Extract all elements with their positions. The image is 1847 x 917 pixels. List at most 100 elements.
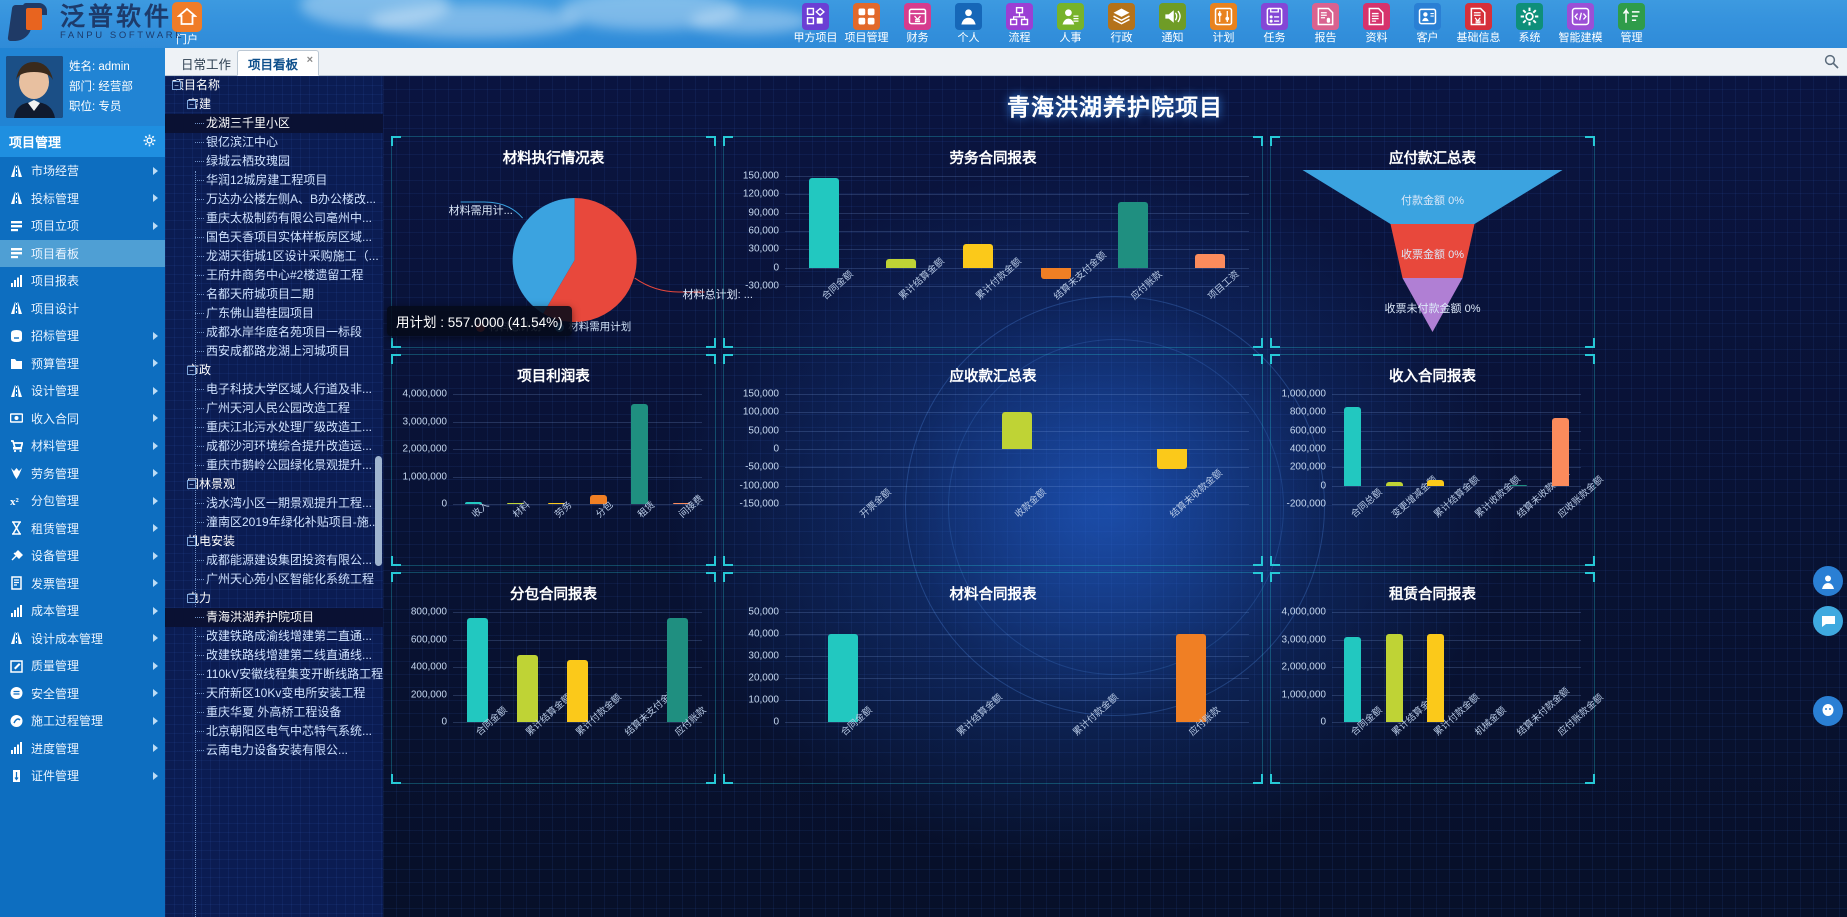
nav-item-8[interactable]: 通知 — [1147, 1, 1198, 45]
tree-item[interactable]: 广东佛山碧桂园项目 — [165, 304, 383, 323]
tree-item[interactable]: 广州天河人民公园改造工程 — [165, 399, 383, 418]
project-tree-panel[interactable]: − 项目名称 − 房建 龙湖三千里小区 银亿滨江中心 绿城云栖玫瑰园 华润12城房建工程项目万… — [165, 76, 383, 917]
gear-icon[interactable] — [143, 134, 156, 150]
portal-button[interactable]: 门户 — [165, 2, 209, 47]
sidebar-item-1[interactable]: 市场经营 — [0, 157, 165, 185]
sidebar-item-15[interactable]: 设备管理 — [0, 542, 165, 570]
sidebar-item-2[interactable]: 投标管理 — [0, 185, 165, 213]
tree-item[interactable]: 重庆太极制药有限公司亳州中... — [165, 209, 383, 228]
sidebar-item-5[interactable]: 项目报表 — [0, 267, 165, 295]
pie-slice-2[interactable] — [512, 198, 575, 314]
tree-item[interactable]: 改建铁路线增建第二线直通线... — [165, 646, 383, 665]
app-logo[interactable]: 泛普软件 FANPU SOFTWARE — [7, 3, 184, 43]
tree-item[interactable]: 浅水湾小区一期景观提升工程... — [165, 494, 383, 513]
tree-item[interactable]: 西安成都路龙湖上河城项目 — [165, 342, 383, 361]
fab-chat-icon[interactable] — [1813, 606, 1843, 636]
tree-group[interactable]: − 市政 — [165, 361, 383, 380]
funnel-stage-2[interactable] — [1390, 224, 1475, 278]
sidebar-item-17[interactable]: 成本管理 — [0, 597, 165, 625]
nav-item-1[interactable]: 甲方项目 — [790, 1, 841, 45]
collapse-toggle-icon[interactable]: − — [172, 81, 181, 90]
tree-item[interactable]: 万达办公楼左侧A、B办公楼改... — [165, 190, 383, 209]
tree-group[interactable]: − 机电安装 — [165, 532, 383, 551]
sidebar-item-16[interactable]: 发票管理 — [0, 570, 165, 598]
sidebar-item-10[interactable]: 收入合同 — [0, 405, 165, 433]
nav-item-4[interactable]: 个人 — [943, 1, 994, 45]
sidebar-item-13[interactable]: x² 分包管理 — [0, 487, 165, 515]
tree-item[interactable]: 改建铁路成渝线增建第二直通... — [165, 627, 383, 646]
tree-item[interactable]: 名都天府城项目二期 — [165, 285, 383, 304]
funnel-stage-3[interactable] — [1402, 278, 1463, 332]
sidebar-item-20[interactable]: 安全管理 — [0, 680, 165, 708]
tree-item[interactable]: 重庆市鹅岭公园绿化景观提升... — [165, 456, 383, 475]
tree-item[interactable]: 成都水岸华庭名苑项目一标段 — [165, 323, 383, 342]
nav-item-15[interactable]: 系统 — [1504, 1, 1555, 45]
sidebar-item-14[interactable]: 租赁管理 — [0, 515, 165, 543]
tree-group[interactable]: − 园林景观 — [165, 475, 383, 494]
tree-item[interactable]: 银亿滨江中心 — [165, 133, 383, 152]
tab-project-board[interactable]: 项目看板 × — [237, 50, 320, 76]
tree-item[interactable]: 天府新区10Kv变电所安装工程 — [165, 684, 383, 703]
nav-item-5[interactable]: 流程 — [994, 1, 1045, 45]
nav-item-11[interactable]: 报告 — [1300, 1, 1351, 45]
tree-item[interactable]: 龙湖三千里小区 — [165, 114, 383, 133]
fab-person-icon[interactable] — [1813, 566, 1843, 596]
nav-item-6[interactable]: 人事 — [1045, 1, 1096, 45]
tree-item[interactable]: 重庆江北污水处理厂级改造工... — [165, 418, 383, 437]
tree-item[interactable]: 龙湖天街城1区设计采购施工（... — [165, 247, 383, 266]
nav-item-2[interactable]: 项目管理 — [841, 1, 892, 45]
sidebar-item-3[interactable]: 项目立项 — [0, 212, 165, 240]
tree-item[interactable]: 电子科技大学区域人行道及非... — [165, 380, 383, 399]
tree-group[interactable]: − 电力 — [165, 589, 383, 608]
tree-item[interactable]: 广州天心苑小区智能化系统工程 — [165, 570, 383, 589]
nav-item-10[interactable]: 任务 — [1249, 1, 1300, 45]
sidebar-item-11[interactable]: 材料管理 — [0, 432, 165, 460]
tab-daily-work[interactable]: 日常工作 — [171, 50, 241, 76]
sidebar-item-21[interactable]: 施工过程管理 — [0, 707, 165, 735]
nav-item-14[interactable]: 基础信息 — [1453, 1, 1504, 45]
tree-item[interactable]: 绿城云栖玫瑰园 — [165, 152, 383, 171]
funnel-stage-1[interactable] — [1302, 170, 1563, 224]
tree-group[interactable]: − 项目名称 — [165, 76, 383, 95]
sidebar-item-6[interactable]: 项目设计 — [0, 295, 165, 323]
tree-item[interactable]: 云南电力设备安装有限公... — [165, 741, 383, 760]
nav-item-7[interactable]: 行政 — [1096, 1, 1147, 45]
tree-group[interactable]: − 房建 — [165, 95, 383, 114]
search-icon[interactable] — [1824, 54, 1839, 72]
sidebar-item-7[interactable]: 招标管理 — [0, 322, 165, 350]
tree-item[interactable]: 成都沙河环境综合提升改造运... — [165, 437, 383, 456]
collapse-toggle-icon[interactable]: − — [187, 100, 196, 109]
sidebar-item-23[interactable]: 证件管理 — [0, 762, 165, 790]
tree-scrollbar[interactable] — [375, 456, 382, 566]
nav-item-3[interactable]: 财务 — [892, 1, 943, 45]
tree-item[interactable]: 重庆华夏 外高桥工程设备 — [165, 703, 383, 722]
tree-item[interactable]: 成都能源建设集团投资有限公... — [165, 551, 383, 570]
fab-qq-icon[interactable] — [1813, 696, 1843, 726]
tree-item[interactable]: 华润12城房建工程项目 — [165, 171, 383, 190]
sidebar-item-19[interactable]: 质量管理 — [0, 652, 165, 680]
sidebar-item-9[interactable]: 设计管理 — [0, 377, 165, 405]
nav-item-12[interactable]: 资料 — [1351, 1, 1402, 45]
pie-slice-1[interactable] — [543, 198, 637, 323]
tree-item[interactable]: 北京朝阳区电气中芯特气系统... — [165, 722, 383, 741]
close-icon[interactable]: × — [306, 54, 314, 66]
tree-item[interactable]: 青海洪湖养护院项目 — [165, 608, 383, 627]
sidebar-item-8[interactable]: 预算管理 — [0, 350, 165, 378]
collapse-toggle-icon[interactable]: − — [187, 366, 196, 375]
collapse-toggle-icon[interactable]: − — [187, 537, 196, 546]
sidebar-item-label: 招标管理 — [31, 329, 80, 344]
sidebar-item-18[interactable]: 设计成本管理 — [0, 625, 165, 653]
collapse-toggle-icon[interactable]: − — [187, 480, 196, 489]
tree-item[interactable]: 国色天香项目实体样板房区域... — [165, 228, 383, 247]
sidebar-item-22[interactable]: 进度管理 — [0, 735, 165, 763]
tree-item[interactable]: 潼南区2019年绿化补贴项目-施... — [165, 513, 383, 532]
nav-item-13[interactable]: 客户 — [1402, 1, 1453, 45]
nav-item-16[interactable]: 智能建模 — [1555, 1, 1606, 45]
nav-item-9[interactable]: 计划 — [1198, 1, 1249, 45]
nav-item-17[interactable]: 管理 — [1606, 1, 1657, 45]
tree-item[interactable]: 王府井商务中心#2楼遗留工程 — [165, 266, 383, 285]
sidebar-item-12[interactable]: 劳务管理 — [0, 460, 165, 488]
collapse-toggle-icon[interactable]: − — [187, 594, 196, 603]
sidebar-item-4[interactable]: 项目看板 — [0, 239, 165, 267]
tree-item[interactable]: 110kV安徽线程集变开断线路工程 — [165, 665, 383, 684]
